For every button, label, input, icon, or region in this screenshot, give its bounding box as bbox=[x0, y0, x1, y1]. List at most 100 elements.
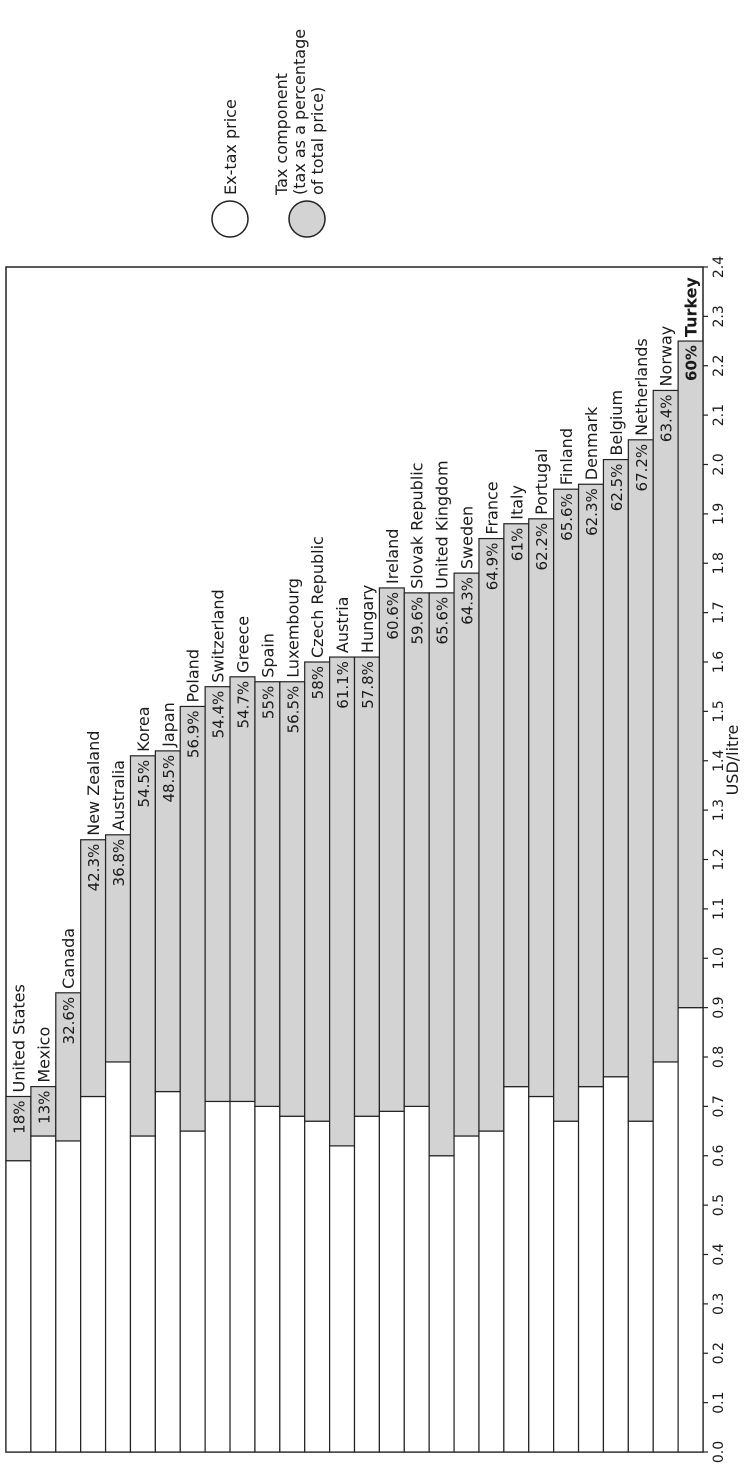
bar-tax-austria bbox=[329, 656, 356, 1147]
tax-pct-label-japan: 48.5% bbox=[160, 755, 178, 803]
tick-label: 0.3 bbox=[711, 1293, 727, 1315]
country-label-greece: Greece bbox=[233, 616, 252, 673]
bar-tax-sweden bbox=[453, 572, 480, 1137]
country-label-luxembourg: Luxembourg bbox=[283, 578, 302, 678]
tax-pct-label-belgium: 62.5% bbox=[608, 464, 626, 512]
country-label-japan: Japan bbox=[159, 702, 178, 748]
tick-label: 2.3 bbox=[711, 305, 727, 327]
tax-pct-label-slovak-republic: 59.6% bbox=[409, 597, 427, 645]
country-label-hungary: Hungary bbox=[358, 585, 377, 653]
tax-pct-label-canada: 32.6% bbox=[60, 997, 78, 1045]
bar-tax-denmark bbox=[577, 483, 605, 1088]
bar-tax-new-zealand bbox=[80, 839, 107, 1098]
tick-label: 1.6 bbox=[711, 651, 727, 673]
bar-tax-japan bbox=[154, 750, 181, 1093]
country-label-czech-republic: Czech Republic bbox=[308, 536, 327, 658]
bar-tax-united-states bbox=[5, 1095, 32, 1162]
tick-label: 1.7 bbox=[711, 601, 727, 623]
country-label-netherlands: Netherlands bbox=[632, 338, 651, 436]
bar-ex-tax-japan bbox=[154, 1090, 181, 1453]
bar-ex-tax-turkey bbox=[677, 1007, 704, 1453]
tax-pct-label-switzerland: 54.4% bbox=[210, 691, 228, 739]
tax-pct-label-spain: 55% bbox=[259, 686, 277, 719]
x-axis-label: USD/litre bbox=[723, 725, 742, 796]
legend-ex-tax-label: Ex-tax price bbox=[221, 99, 240, 195]
tick-label: 1.9 bbox=[711, 503, 727, 525]
bar-ex-tax-united-states bbox=[5, 1160, 32, 1453]
tax-pct-label-czech-republic: 58% bbox=[309, 666, 327, 699]
tick-label: 2.0 bbox=[711, 453, 727, 475]
country-label-new-zealand: New Zealand bbox=[84, 731, 103, 836]
country-label-austria: Austria bbox=[333, 597, 352, 654]
bar-tax-ireland bbox=[378, 587, 405, 1112]
axis-ticks-group: 0.0 0.1 0.2 0.3 0.4 0.5 0.6 0.7 0.8 0.9 1.0 1.1 1.2 1… bbox=[703, 256, 727, 1463]
bar-ex-tax-new-zealand bbox=[80, 1095, 107, 1453]
tick-label: 0.9 bbox=[711, 996, 727, 1018]
bar-tax-belgium bbox=[602, 458, 629, 1078]
tick-label: 1.3 bbox=[711, 799, 727, 821]
bar-ex-tax-finland bbox=[553, 1120, 580, 1453]
tax-pct-label-hungary: 57.8% bbox=[359, 661, 377, 709]
tax-pct-label-denmark: 62.3% bbox=[583, 488, 601, 536]
tick-label: 0.7 bbox=[711, 1095, 727, 1117]
bar-ex-tax-spain bbox=[254, 1105, 281, 1453]
country-label-turkey: Turkey bbox=[682, 277, 701, 338]
tax-pct-label-norway: 63.4% bbox=[658, 394, 676, 442]
country-label-ireland: Ireland bbox=[383, 529, 402, 584]
tick-label: 0.1 bbox=[711, 1391, 727, 1413]
bar-ex-tax-korea bbox=[129, 1135, 156, 1453]
tax-pct-label-ireland: 60.6% bbox=[384, 592, 402, 640]
tick-label: 0.5 bbox=[711, 1194, 727, 1216]
country-label-canada: Canada bbox=[59, 928, 78, 989]
tick-label: 1.0 bbox=[711, 947, 727, 969]
tick-label: 0.8 bbox=[711, 1046, 727, 1068]
bar-tax-australia bbox=[104, 834, 132, 1063]
tick-label: 1.1 bbox=[711, 898, 727, 920]
tick-label: 1.8 bbox=[711, 552, 727, 574]
tick-label: 1.5 bbox=[711, 700, 727, 722]
tax-pct-label-australia: 36.8% bbox=[110, 839, 128, 887]
bar-ex-tax-canada bbox=[55, 1140, 82, 1453]
tax-pct-label-greece: 54.7% bbox=[234, 681, 252, 729]
legend-tax-swatch bbox=[288, 200, 326, 238]
tick-label: 2.2 bbox=[711, 355, 727, 377]
country-label-australia: Australia bbox=[109, 760, 128, 831]
bar-ex-tax-switzerland bbox=[204, 1100, 231, 1453]
bar-tax-hungary bbox=[353, 656, 380, 1117]
bar-ex-tax-czech-republic bbox=[304, 1120, 331, 1453]
tax-pct-label-united-states: 18% bbox=[10, 1101, 28, 1134]
country-label-portugal: Portugal bbox=[532, 449, 551, 515]
bar-tax-slovak-republic bbox=[403, 592, 430, 1107]
country-label-united-kingdom: United Kingdom bbox=[433, 460, 452, 588]
bar-tax-finland bbox=[553, 488, 580, 1122]
country-label-sweden: Sweden bbox=[458, 506, 477, 569]
tax-pct-label-austria: 61.1% bbox=[334, 661, 352, 709]
tax-pct-label-italy: 61% bbox=[508, 528, 526, 561]
tax-pct-label-turkey: 60% bbox=[683, 345, 701, 381]
bar-ex-tax-italy bbox=[503, 1086, 530, 1453]
tax-pct-label-sweden: 64.3% bbox=[459, 577, 477, 625]
tax-pct-label-new-zealand: 42.3% bbox=[85, 844, 103, 892]
bar-ex-tax-australia bbox=[104, 1061, 132, 1453]
bar-tax-switzerland bbox=[204, 686, 231, 1103]
bar-ex-tax-luxembourg bbox=[279, 1115, 306, 1453]
country-label-belgium: Belgium bbox=[607, 390, 626, 456]
legend-tax-label-line-1: Tax component bbox=[272, 73, 291, 196]
country-label-switzerland: Switzerland bbox=[209, 589, 228, 682]
bar-tax-italy bbox=[503, 523, 530, 1088]
bar-ex-tax-denmark bbox=[577, 1086, 605, 1453]
tax-pct-label-united-kingdom: 65.6% bbox=[434, 597, 452, 645]
bar-tax-greece bbox=[229, 676, 256, 1103]
tick-label: 0.6 bbox=[711, 1145, 727, 1167]
country-label-spain: Spain bbox=[258, 633, 277, 678]
bar-tax-france bbox=[478, 537, 505, 1132]
country-label-finland: Finland bbox=[557, 428, 576, 485]
tax-pct-label-luxembourg: 56.5% bbox=[284, 686, 302, 734]
bar-tax-czech-republic bbox=[304, 661, 331, 1122]
tick-label: 2.1 bbox=[711, 404, 727, 426]
bar-tax-portugal bbox=[528, 518, 555, 1098]
tick-label: 0.2 bbox=[711, 1342, 727, 1364]
tick-label: 1.4 bbox=[711, 750, 727, 772]
bar-ex-tax-austria bbox=[329, 1145, 356, 1453]
